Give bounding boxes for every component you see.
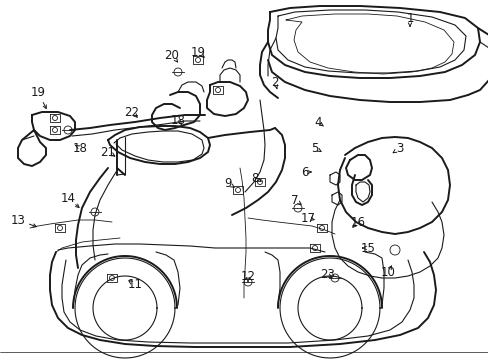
Text: 3: 3 — [395, 141, 403, 154]
Text: 13: 13 — [11, 213, 25, 226]
Text: 1: 1 — [406, 12, 413, 24]
Text: 9: 9 — [224, 176, 231, 189]
Text: 14: 14 — [61, 192, 75, 204]
Text: 5: 5 — [311, 141, 318, 154]
Text: 18: 18 — [72, 141, 87, 154]
Text: 19: 19 — [30, 86, 45, 99]
Text: 23: 23 — [320, 269, 335, 282]
Text: 19: 19 — [190, 45, 205, 59]
Text: 2: 2 — [271, 76, 278, 89]
Text: 12: 12 — [240, 270, 255, 284]
Text: 7: 7 — [291, 194, 298, 207]
Text: 8: 8 — [251, 171, 258, 185]
Text: 16: 16 — [350, 216, 365, 229]
Text: 21: 21 — [101, 145, 115, 158]
Text: 22: 22 — [124, 105, 139, 118]
Text: 11: 11 — [127, 279, 142, 292]
Text: 6: 6 — [301, 166, 308, 179]
Text: 17: 17 — [300, 212, 315, 225]
Text: 18: 18 — [170, 113, 185, 126]
Text: 15: 15 — [360, 242, 375, 255]
Text: 10: 10 — [380, 266, 395, 279]
Text: 4: 4 — [314, 116, 321, 129]
Text: 20: 20 — [164, 49, 179, 62]
